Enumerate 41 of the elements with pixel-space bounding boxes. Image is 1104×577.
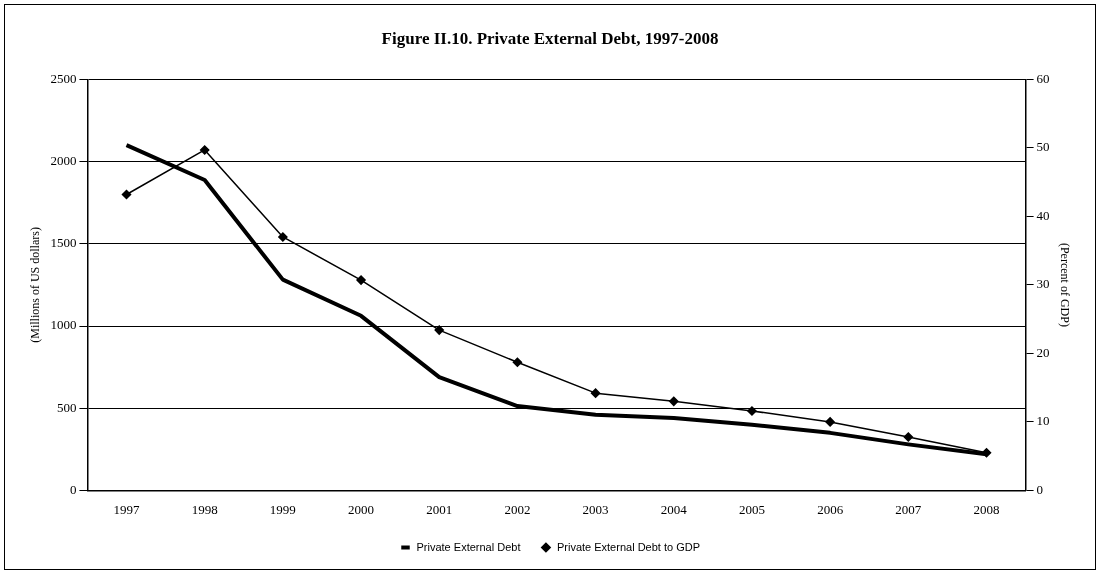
- point: [747, 406, 757, 416]
- point: [121, 189, 132, 200]
- point: [356, 275, 366, 285]
- point: [825, 417, 835, 427]
- y2-tick-label: 40: [1036, 207, 1050, 223]
- x-tick-label: 2006: [817, 501, 844, 517]
- y-tick-label: 2500: [50, 70, 77, 86]
- chart-title: Figure II.10. Private External Debt, 1997-2008: [381, 28, 719, 48]
- legend-label: Private External Debt: [416, 540, 521, 553]
- y-tick-label: 500: [56, 399, 77, 415]
- y-tick-label: 1000: [50, 317, 77, 333]
- y-tick-label: 2000: [50, 153, 77, 169]
- y-tick-label: 1500: [50, 235, 77, 251]
- point: [512, 357, 523, 368]
- y-axis-title: (Millions of US dollars): [28, 227, 43, 343]
- x-tick-label: 2003: [582, 501, 609, 517]
- y2-tick-label: 10: [1036, 413, 1050, 429]
- x-tick-label: 2002: [504, 501, 531, 517]
- y2-axis-title: (Percent of GDP): [1057, 242, 1072, 327]
- y2-tick-label: 30: [1036, 276, 1050, 292]
- x-tick-label: 1997: [113, 501, 140, 517]
- point: [278, 232, 288, 242]
- x-tick-label: 2005: [738, 501, 765, 517]
- y-tick-label: 0: [69, 481, 77, 497]
- x-tick-label: 2001: [426, 501, 453, 517]
- y2-tick-label: 50: [1036, 139, 1050, 155]
- legend-label: Private External Debt to GDP: [556, 540, 700, 553]
- point: [434, 325, 444, 335]
- x-tick-label: 2008: [973, 501, 1000, 517]
- y2-tick-label: 60: [1036, 70, 1050, 86]
- point: [669, 396, 679, 407]
- point: [903, 432, 914, 442]
- x-tick-label: 2004: [660, 501, 688, 517]
- x-tick-label: 2007: [895, 501, 922, 517]
- y2-tick-label: 20: [1036, 344, 1050, 360]
- point: [590, 388, 601, 398]
- y2-tick-label: 0: [1036, 481, 1044, 497]
- x-tick-label: 1999: [269, 501, 296, 517]
- point: [199, 145, 210, 155]
- x-tick-label: 2000: [348, 501, 375, 517]
- x-tick-label: 1998: [191, 501, 218, 517]
